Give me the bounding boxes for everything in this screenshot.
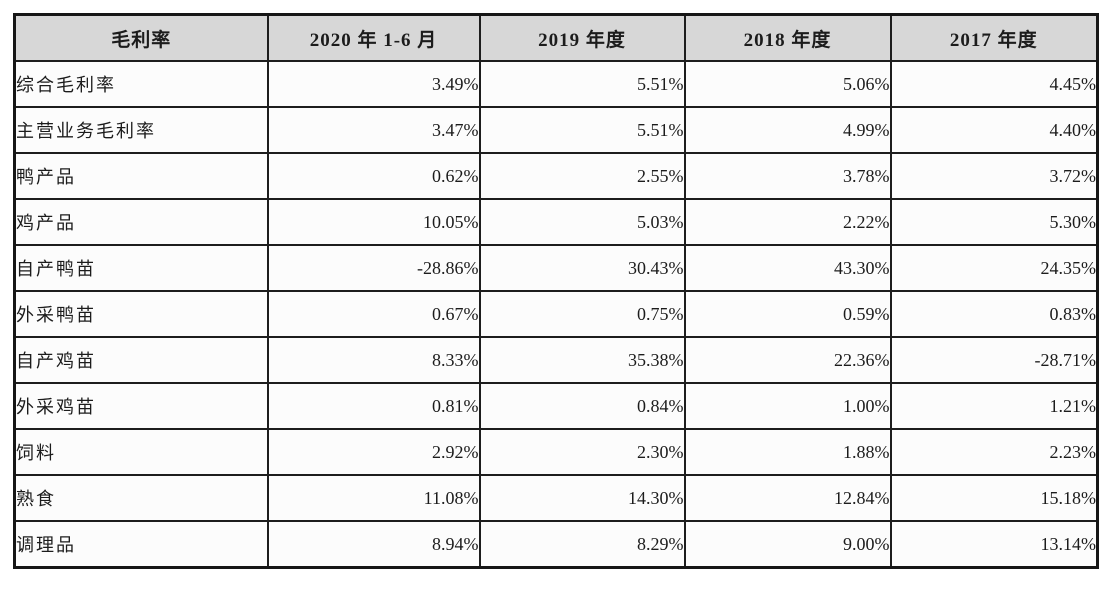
row-value: 0.62% <box>266 152 481 200</box>
row-label: 熟食 <box>13 474 269 522</box>
row-value: 43.30% <box>683 244 892 292</box>
row-value: 0.67% <box>266 290 481 338</box>
row-value: 1.88% <box>683 428 892 476</box>
column-header-period: 2019 年度 <box>478 13 686 62</box>
column-header-period: 2018 年度 <box>683 13 892 62</box>
row-label: 主营业务毛利率 <box>13 106 269 154</box>
row-value: 3.49% <box>266 60 481 108</box>
row-label: 综合毛利率 <box>13 60 269 108</box>
row-value: -28.71% <box>889 336 1099 384</box>
row-value: 0.81% <box>266 382 481 430</box>
table-row: 自产鸭苗 -28.86% 30.43% 43.30% 24.35% <box>13 244 1099 292</box>
row-value: 0.75% <box>478 290 686 338</box>
row-value: 30.43% <box>478 244 686 292</box>
row-value: 0.84% <box>478 382 686 430</box>
row-label: 鸡产品 <box>13 198 269 246</box>
row-value: 2.22% <box>683 198 892 246</box>
row-value: 14.30% <box>478 474 686 522</box>
row-label: 调理品 <box>13 520 269 569</box>
table-row: 外采鸭苗 0.67% 0.75% 0.59% 0.83% <box>13 290 1099 338</box>
table-body: 综合毛利率 3.49% 5.51% 5.06% 4.45% 主营业务毛利率 3.47% 5.5… <box>13 60 1099 569</box>
row-value: 8.94% <box>266 520 481 569</box>
row-value: 2.92% <box>266 428 481 476</box>
table-row: 毛利率 2020 年 1-6 月 2019 年度 2018 年度 2017 年度 <box>13 13 1099 62</box>
row-value: 24.35% <box>889 244 1099 292</box>
row-label: 鸭产品 <box>13 152 269 200</box>
row-value: 5.30% <box>889 198 1099 246</box>
row-value: 11.08% <box>266 474 481 522</box>
row-value: 2.30% <box>478 428 686 476</box>
row-label: 外采鸡苗 <box>13 382 269 430</box>
table-header-row: 毛利率 2020 年 1-6 月 2019 年度 2018 年度 2017 年度 <box>13 13 1099 62</box>
row-value: 9.00% <box>683 520 892 569</box>
row-value: 1.21% <box>889 382 1099 430</box>
row-value: 3.78% <box>683 152 892 200</box>
row-value: -28.86% <box>266 244 481 292</box>
row-value: 4.40% <box>889 106 1099 154</box>
row-value: 0.83% <box>889 290 1099 338</box>
row-value: 2.23% <box>889 428 1099 476</box>
table-row: 调理品 8.94% 8.29% 9.00% 13.14% <box>13 520 1099 569</box>
row-value: 4.99% <box>683 106 892 154</box>
row-value: 5.06% <box>683 60 892 108</box>
row-value: 3.72% <box>889 152 1099 200</box>
column-header-period: 2017 年度 <box>889 13 1099 62</box>
column-header-metric: 毛利率 <box>13 13 269 62</box>
table-row: 饲料 2.92% 2.30% 1.88% 2.23% <box>13 428 1099 476</box>
row-value: 3.47% <box>266 106 481 154</box>
row-value: 1.00% <box>683 382 892 430</box>
row-label: 外采鸭苗 <box>13 290 269 338</box>
row-value: 12.84% <box>683 474 892 522</box>
row-value: 8.33% <box>266 336 481 384</box>
table-row: 熟食 11.08% 14.30% 12.84% 15.18% <box>13 474 1099 522</box>
row-value: 5.03% <box>478 198 686 246</box>
row-value: 13.14% <box>889 520 1099 569</box>
row-value: 22.36% <box>683 336 892 384</box>
row-value: 10.05% <box>266 198 481 246</box>
table-row: 主营业务毛利率 3.47% 5.51% 4.99% 4.40% <box>13 106 1099 154</box>
row-label: 自产鸭苗 <box>13 244 269 292</box>
gross-margin-table: 毛利率 2020 年 1-6 月 2019 年度 2018 年度 2017 年度 综合毛… <box>13 13 1099 569</box>
row-value: 35.38% <box>478 336 686 384</box>
row-value: 0.59% <box>683 290 892 338</box>
table-row: 自产鸡苗 8.33% 35.38% 22.36% -28.71% <box>13 336 1099 384</box>
table-row: 外采鸡苗 0.81% 0.84% 1.00% 1.21% <box>13 382 1099 430</box>
row-value: 8.29% <box>478 520 686 569</box>
row-value: 5.51% <box>478 106 686 154</box>
table-row: 鸭产品 0.62% 2.55% 3.78% 3.72% <box>13 152 1099 200</box>
row-value: 4.45% <box>889 60 1099 108</box>
table-row: 综合毛利率 3.49% 5.51% 5.06% 4.45% <box>13 60 1099 108</box>
table-row: 鸡产品 10.05% 5.03% 2.22% 5.30% <box>13 198 1099 246</box>
row-value: 2.55% <box>478 152 686 200</box>
row-value: 15.18% <box>889 474 1099 522</box>
row-value: 5.51% <box>478 60 686 108</box>
column-header-period: 2020 年 1-6 月 <box>266 13 481 62</box>
row-label: 自产鸡苗 <box>13 336 269 384</box>
row-label: 饲料 <box>13 428 269 476</box>
